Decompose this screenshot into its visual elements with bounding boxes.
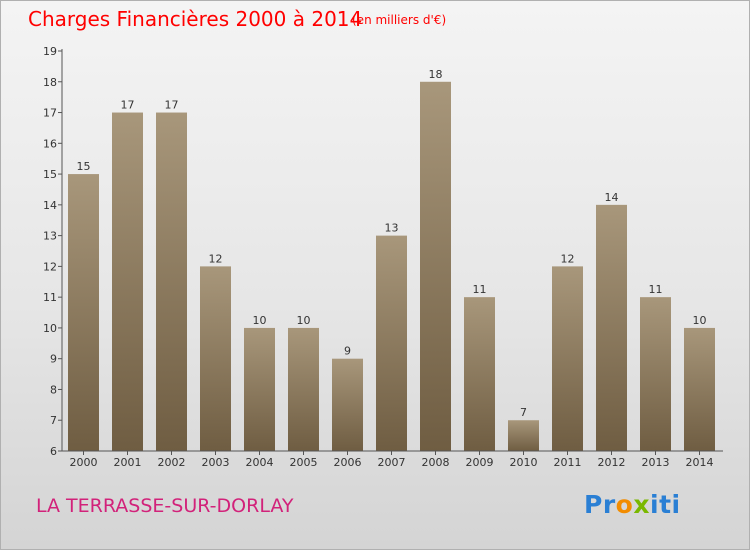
- y-tick-label: 12: [43, 260, 57, 273]
- bar: [332, 358, 363, 451]
- x-tick-label: 2001: [114, 456, 142, 469]
- bar-value-label: 10: [253, 314, 267, 327]
- bar: [244, 327, 275, 451]
- bar-value-label: 11: [473, 283, 487, 296]
- bar: [376, 235, 407, 451]
- y-tick-label: 14: [43, 199, 57, 212]
- y-tick-label: 7: [50, 414, 57, 427]
- bar-value-label: 7: [520, 406, 527, 419]
- location-label: LA TERRASSE-SUR-DORLAY: [36, 495, 294, 517]
- y-tick-label: 13: [43, 230, 57, 243]
- proxiti-logo[interactable]: Proxiti: [584, 490, 681, 519]
- x-tick-label: 2000: [70, 456, 98, 469]
- y-tick-label: 10: [43, 322, 57, 335]
- bar-value-label: 14: [605, 191, 619, 204]
- bar: [200, 266, 231, 451]
- logo-letter: x: [633, 490, 650, 519]
- bar: [156, 112, 187, 452]
- y-tick-label: 15: [43, 168, 57, 181]
- bar-value-label: 9: [344, 345, 351, 358]
- logo-letter: r: [602, 490, 616, 519]
- bar: [68, 174, 99, 452]
- logo-letter: i: [650, 490, 660, 519]
- x-tick-label: 2013: [642, 456, 670, 469]
- y-tick-label: 11: [43, 291, 57, 304]
- bar-value-label: 10: [693, 314, 707, 327]
- y-tick-label: 17: [43, 107, 57, 120]
- axis-layer: 6 7 8 9 10 11 12 13 14 15 16 17 18 19 2000 2001 2002 2003…: [43, 45, 723, 469]
- chart-subtitle: (en milliers d'€): [352, 13, 447, 27]
- y-tick-label: 18: [43, 76, 57, 89]
- y-tick-label: 16: [43, 137, 57, 150]
- bar-value-label: 15: [77, 160, 91, 173]
- x-tick-label: 2007: [378, 456, 406, 469]
- bar: [420, 81, 451, 452]
- x-tick-label: 2008: [422, 456, 450, 469]
- logo-letter: P: [584, 490, 603, 519]
- bar-value-label: 17: [121, 99, 135, 112]
- bar-value-label: 17: [165, 99, 179, 112]
- x-tick-label: 2005: [290, 456, 318, 469]
- x-tick-label: 2010: [510, 456, 538, 469]
- y-tick-label: 6: [50, 445, 57, 458]
- bar: [508, 420, 539, 451]
- bar-value-label: 13: [385, 222, 399, 235]
- y-tick-label: 19: [43, 45, 57, 58]
- logo-letter: i: [671, 490, 681, 519]
- bar: [552, 266, 583, 451]
- bar-value-label: 12: [209, 252, 223, 265]
- bar-value-label: 12: [561, 252, 575, 265]
- bar: [112, 112, 143, 452]
- x-tick-label: 2002: [158, 456, 186, 469]
- bar: [640, 297, 671, 451]
- bar-value-label: 18: [429, 68, 443, 81]
- bar: [464, 297, 495, 451]
- x-tick-label: 2012: [598, 456, 626, 469]
- y-tick-label: 8: [50, 383, 57, 396]
- x-tick-label: 2011: [554, 456, 582, 469]
- bar: [684, 327, 715, 451]
- x-tick-label: 2004: [246, 456, 274, 469]
- x-tick-label: 2014: [686, 456, 714, 469]
- logo-letter: t: [659, 490, 672, 519]
- x-tick-label: 2009: [466, 456, 494, 469]
- bar: [596, 204, 627, 451]
- x-tick-label: 2006: [334, 456, 362, 469]
- bar-value-label: 11: [649, 283, 663, 296]
- bar-value-label: 10: [297, 314, 311, 327]
- x-tick-label: 2003: [202, 456, 230, 469]
- chart-title: Charges Financières 2000 à 2014: [28, 7, 363, 31]
- logo-letter: o: [615, 490, 634, 519]
- y-tick-label: 9: [50, 353, 57, 366]
- bars-layer: 15 17 17 12 10 10 9 13 18 11 7 12 14 11 10: [68, 68, 715, 452]
- bar: [288, 327, 319, 451]
